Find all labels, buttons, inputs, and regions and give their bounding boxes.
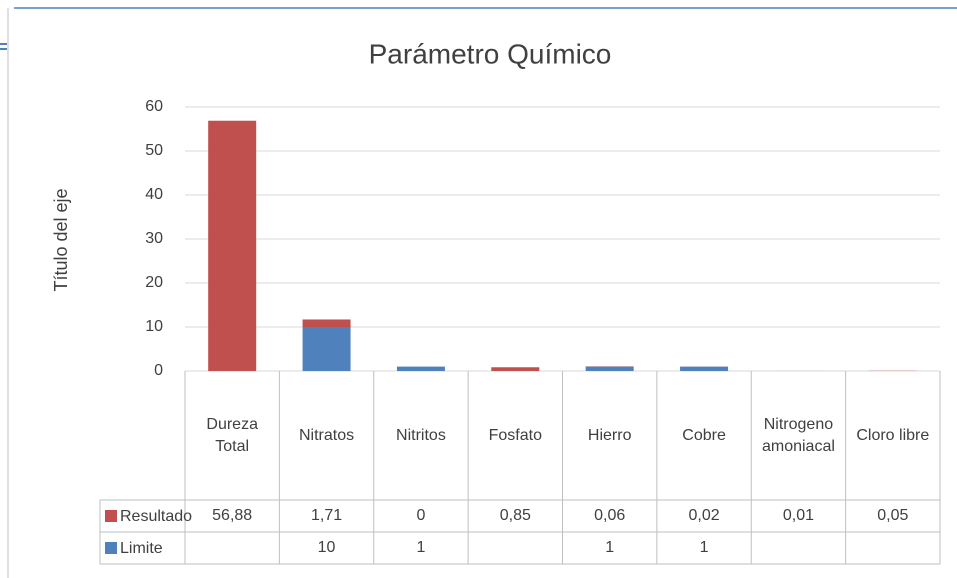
bar [302,327,351,371]
y-tick-label: 50 [145,142,163,159]
y-tick-label: 0 [154,362,163,379]
legend-swatch [105,510,117,522]
x-tick-label: Nitritos [396,426,446,444]
data-table-value: 10 [317,539,336,556]
y-tick-label: 60 [145,98,163,115]
bar [302,319,351,327]
legend-label: Limite [120,540,163,557]
y-tick-label: 20 [145,274,163,291]
chart-title: Parámetro Químico [369,38,612,69]
data-table-value: 1 [416,539,426,556]
x-tick-label: Nitratos [299,426,355,444]
legend-swatch [105,542,117,554]
x-tick-label: Dureza Total [206,415,258,455]
legend-label: Resultado [120,508,192,525]
x-tick-label: Nitrogeno amoniacal [761,415,835,455]
data-table-value: 1 [605,539,615,556]
x-tick-label: Hierro [587,426,632,444]
data-table-value: 0,01 [782,507,814,524]
y-tick-label: 40 [145,186,163,203]
bar [396,366,445,371]
x-tick-label: Cobre [682,426,726,444]
x-tick-label: Cloro libre [856,426,930,444]
data-table-value: 0,05 [877,507,909,524]
data-table-value: 0 [416,507,426,524]
data-table-value: 0,06 [594,507,626,524]
x-tick-label: Fosfato [488,426,542,444]
data-table-value: 0,85 [499,507,531,524]
bar [680,366,729,371]
data-table-value: 0,02 [688,507,720,524]
handle [0,43,7,45]
data-table-value: 56,88 [212,507,253,524]
bar [585,366,634,371]
bar [208,120,257,371]
data-table-value: 1,71 [310,507,343,524]
y-axis-title: Título del eje [51,188,71,291]
y-tick-label: 30 [145,230,163,247]
bar [491,367,540,371]
data-table-value: 1 [699,539,709,556]
y-tick-label: 10 [145,318,163,335]
handle [0,48,7,50]
